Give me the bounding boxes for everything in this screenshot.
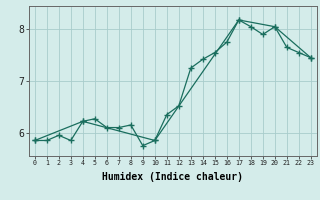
X-axis label: Humidex (Indice chaleur): Humidex (Indice chaleur) <box>102 172 243 182</box>
